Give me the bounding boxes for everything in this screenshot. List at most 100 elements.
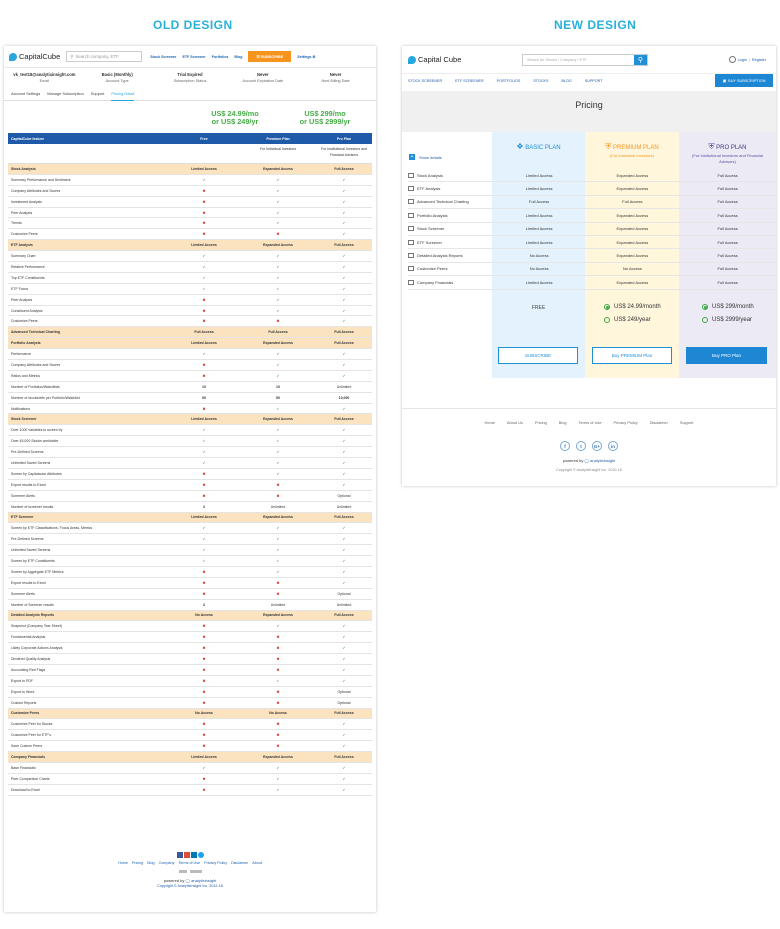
footer-link-blog[interactable]: Blog [558,420,567,425]
footer-link-pricing[interactable]: Pricing [534,420,547,425]
facebook-icon[interactable]: f [560,441,570,451]
tab-support[interactable]: Support [90,91,105,96]
google-plus-icon[interactable] [183,852,190,858]
nav-stock-screener[interactable]: STOCK SCREENER [408,79,443,83]
old-nav-blog[interactable]: Blog [234,54,243,59]
shield-icon: ⛨ [708,142,715,151]
feature-name: Trends [11,221,22,226]
nav-blog[interactable]: BLOG [561,79,572,83]
tab-account-settings[interactable]: Account Settings [11,91,41,96]
subscribe-button[interactable]: SUBSCRIBE [498,347,578,364]
nav-support[interactable]: SUPPORT [584,79,603,83]
cross-icon: ✖ [276,635,280,640]
account-info-label: Account Expiration Date [242,79,284,83]
cart-icon: ☰ [256,55,261,59]
twitter-icon[interactable] [197,852,204,858]
nav-etf-screener[interactable]: ETF SCREENER [455,79,484,83]
feature-row: Company Financials Limited Access Expanded… [408,276,776,290]
feature-name: Over 1000 variables to screen by [11,428,63,433]
section-row: ETF Screener Limited Access Expanded Acces… [8,512,372,524]
old-account-info: vk_test18@analytixinsight.com Email Basic … [4,68,376,83]
old-copyright: Copyright © AnalytixInsight Inc. 2012-18 [157,884,223,888]
footer-link-support[interactable]: Support [679,420,694,425]
cross-icon: ✖ [202,787,206,792]
footer-link-disclaimer[interactable]: Disclaimer [649,420,668,425]
footer-link-disclaimer[interactable]: Disclaimer [231,861,249,865]
new-social-icons: f t G+ in [402,441,776,451]
feature-name: Peer Analysis [11,297,33,302]
pro-monthly-option[interactable]: US$ 299/month [702,304,754,310]
pro-yearly-option[interactable]: US$ 2999/year [702,317,752,323]
cell-value: Full Access [334,243,354,248]
new-powered-brand: analytixinsight [590,458,616,463]
footer-link-terms-of-use[interactable]: Terms of Use [178,861,201,865]
check-icon: ✓ [342,406,346,411]
check-icon: ✓ [276,406,280,411]
table-row: Number of stocks/etfs per Portfolio/Watc… [8,393,372,404]
pro-plan-sub: (For Institutional Investors and Financi… [692,153,763,164]
old-search-input[interactable]: ⚲ Search company, ETF [66,51,143,62]
linkedin-icon[interactable] [190,852,197,858]
table-row: Customize Peer for ETF's ✖ ✖ ✓ [8,730,372,742]
footer-link-home[interactable]: Home [118,861,128,865]
footer-link-privacy-policy[interactable]: Privacy Policy [204,861,228,865]
check-icon: ✓ [276,776,280,781]
show-details-toggle[interactable]: + Show details [409,154,442,160]
facebook-icon[interactable] [176,852,183,858]
cross-icon: ✖ [276,722,280,727]
old-nav-etf-screener[interactable]: ETF Screener [182,54,206,59]
cell-value: Unlimited [336,602,352,607]
cross-icon: ✖ [202,373,206,378]
table-row: Constituent Analysis ✖ ✓ ✓ [8,306,372,317]
footer-link-company[interactable]: Company [158,861,175,865]
old-plan-audience-row: For Individual Investors For Institution… [8,144,372,164]
footer-link-pricing[interactable]: Pricing [131,861,144,865]
check-icon: ✓ [342,428,346,433]
footer-link-about[interactable]: About [252,861,262,865]
twitter-icon[interactable]: t [576,441,586,451]
tab-pricing-detail[interactable]: Pricing Detail [111,91,135,101]
check-icon: ✓ [276,177,280,182]
premium-yearly-option[interactable]: US$ 249/year [604,317,651,323]
google-plus-icon[interactable]: G+ [592,441,602,451]
pro-plan-column [679,132,776,378]
feature-value: Full Access [717,239,738,245]
old-logo[interactable]: CapitalCube [9,52,60,61]
search-icon[interactable]: ⚲ [634,55,647,65]
check-icon: ✓ [342,450,346,455]
buy-premium-button[interactable]: Buy PREMIUM Plan [592,347,672,364]
shield-check-icon: ⛨ [605,142,612,151]
old-settings-menu[interactable]: Settings ⚙ [297,55,315,59]
new-search-input[interactable]: Search for Stocks / Company / ETF ⚲ [522,54,648,66]
feature-value: Expanded Access [616,279,649,285]
table-row: Export to Word ✖ ✖ Optional [8,687,372,698]
nav-portfolios[interactable]: PORTFOLIOS [496,79,521,83]
table-row: Screen by ETF Classifications, Focus Are… [8,523,372,535]
check-icon: ✓ [202,548,206,553]
old-nav-portfolios[interactable]: Portfolios [211,54,229,59]
footer-link-privacy-policy[interactable]: Privacy Policy [613,420,638,425]
old-premium-price-yearly: or US$ 249/yr [211,117,259,126]
new-buy-subscription-button[interactable]: ▣ BUY SUBSCRIPTION [715,74,773,87]
linkedin-icon[interactable]: in [608,441,618,451]
tab-manage-subscription[interactable]: Manage Subscription [47,91,84,96]
footer-link-blog[interactable]: Blog [147,861,155,865]
old-premium-price: US$ 24.99/mo or US$ 249/yr [205,110,265,126]
login-link[interactable]: Login [737,57,747,62]
register-link[interactable]: Register [751,57,766,62]
footer-link-about-us[interactable]: About Us [506,420,523,425]
old-nav-stock-screener[interactable]: Stock Screener [150,54,177,59]
feature-name: Unlimited Saved Screens [11,548,51,553]
cell-value: 10,000 [338,395,350,400]
old-subscribe-button[interactable]: ☰ SUBSCRIBE [248,51,292,62]
new-logo[interactable]: Capital Cube [408,55,461,64]
premium-monthly-option[interactable]: US$ 24.99/month [604,304,661,310]
footer-link-terms-of-use[interactable]: Terms of Use [578,420,602,425]
footer-link-home[interactable]: Home [484,420,495,425]
feature-name: Performance [11,352,32,357]
buy-pro-button[interactable]: Buy PRO Plan [686,347,767,364]
check-icon: ✓ [342,765,346,770]
nav-stocks[interactable]: STOCKS [533,79,549,83]
old-brand-name: CapitalCube [19,52,61,61]
plus-icon: + [409,154,415,160]
